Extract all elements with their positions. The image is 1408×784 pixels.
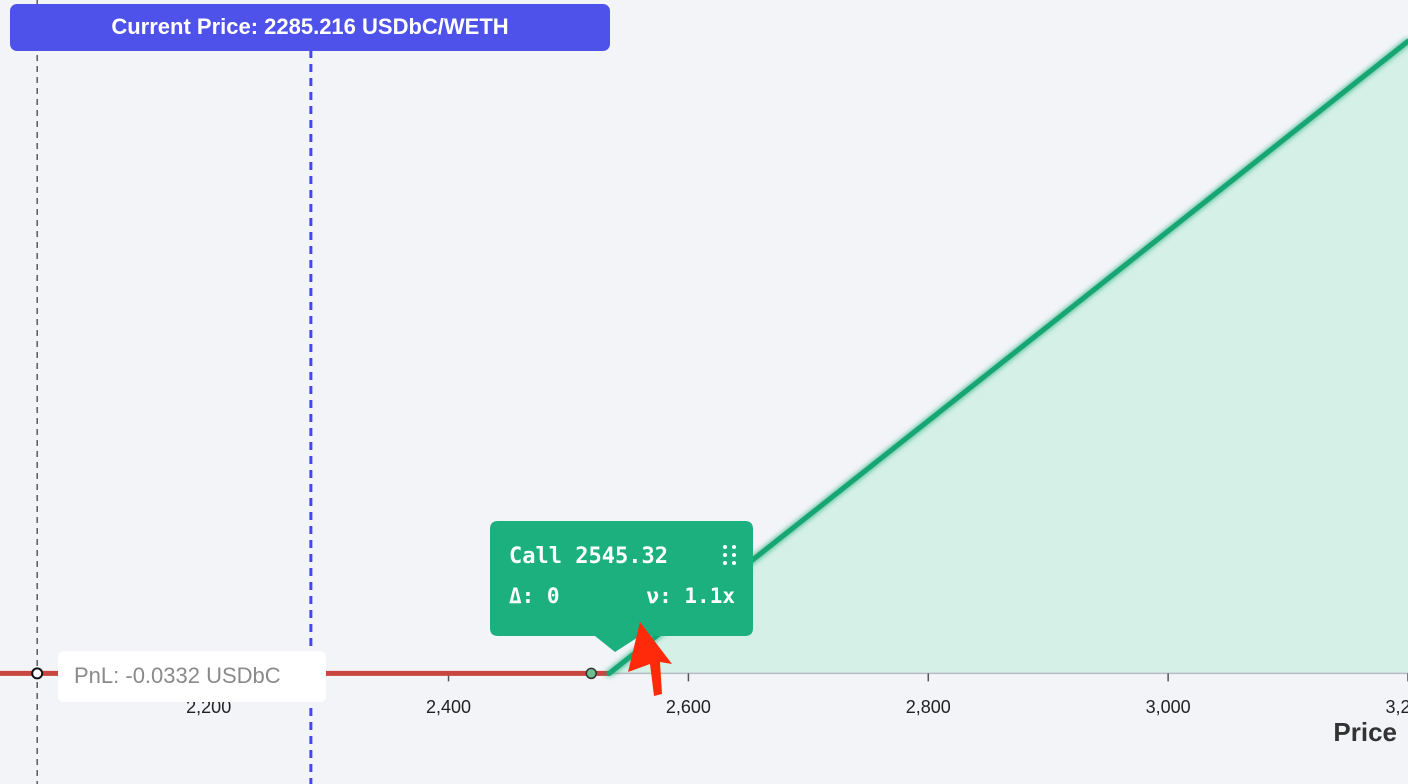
cursor-point bbox=[31, 667, 44, 680]
current-price-label: Current Price: 2285.216 USDbC/WETH bbox=[111, 14, 508, 39]
strike-point bbox=[585, 667, 598, 680]
overlay: Current Price: 2285.216 USDbC/WETH PnL: … bbox=[10, 4, 753, 702]
drag-handle[interactable] bbox=[723, 545, 736, 565]
x-tick-label: 2,800 bbox=[906, 697, 951, 717]
tooltip[interactable] bbox=[490, 521, 753, 652]
cursor-arrow bbox=[628, 622, 672, 696]
pnl-box bbox=[58, 651, 326, 702]
x-tick-label: 2,600 bbox=[666, 697, 711, 717]
x-axis-label: Price bbox=[1333, 717, 1397, 747]
x-tick-label: 3,000 bbox=[1146, 697, 1191, 717]
x-tick-label: 2,200 bbox=[186, 697, 231, 717]
x-tick-label: 3,200 bbox=[1385, 697, 1408, 717]
tooltip-delta: Δ: 0 bbox=[509, 584, 560, 608]
current-price-box bbox=[10, 4, 610, 51]
tooltip-title: Call 2545.32 bbox=[509, 544, 668, 569]
x-tick-label: 2,400 bbox=[426, 697, 471, 717]
pnl-label: PnL: -0.0332 USDbC bbox=[74, 663, 281, 688]
tooltip-nu: ν: 1.1x bbox=[646, 584, 735, 608]
